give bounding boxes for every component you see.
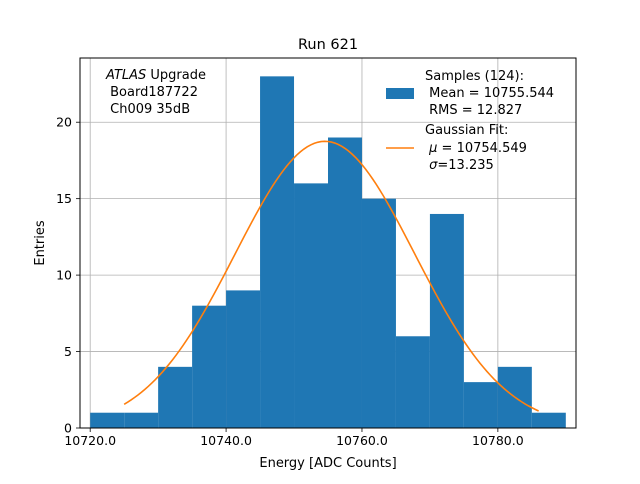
y-axis-label: Entries: [33, 220, 48, 266]
y-tick-label: 5: [64, 344, 72, 359]
x-tick-label: 10760.0: [336, 433, 388, 448]
atlas-annotation: ATLAS Upgrade Board187722 Ch009 35dB: [105, 68, 206, 117]
histogram-bar: [90, 412, 125, 428]
svg-text:μ = 10754.549: μ = 10754.549: [425, 141, 527, 156]
histogram-bar: [294, 183, 328, 428]
legend-samples-rms: RMS = 12.827: [425, 103, 522, 118]
x-axis-ticks: 10720.0 10740.0 10760.0 10780.0: [64, 428, 524, 448]
svg-text:σ=13.235: σ=13.235: [425, 158, 494, 173]
legend-fit-sigma-value: =13.235: [437, 158, 493, 173]
upgrade-label: Upgrade: [146, 68, 206, 83]
chart-title: Run 621: [298, 37, 358, 53]
histogram-bar: [361, 198, 396, 428]
atlas-label: ATLAS: [105, 68, 146, 83]
legend-fit-sigma-symbol: σ: [429, 158, 438, 173]
plot-frame: [79, 57, 577, 429]
histogram-bar: [328, 137, 362, 428]
y-tick-label: 0: [64, 421, 72, 436]
legend: Samples (124): Mean = 10755.544 RMS = 12…: [386, 69, 554, 173]
histogram-bar: [395, 336, 430, 428]
histogram-bar: [226, 290, 261, 428]
y-tick-label: 10: [56, 268, 72, 283]
x-tick-label: 10740.0: [200, 433, 252, 448]
histogram-bar: [429, 213, 464, 428]
legend-fit-title: Gaussian Fit:: [425, 123, 508, 138]
histogram-bar: [192, 305, 227, 428]
legend-fit-mu-symbol: μ: [428, 141, 437, 156]
histogram-bar: [531, 412, 566, 428]
x-tick-label: 10780.0: [472, 433, 524, 448]
histogram-bars: [90, 76, 566, 428]
legend-fit-mu-value: = 10754.549: [437, 141, 526, 156]
y-axis-ticks: 0 5 10 15 20: [56, 115, 80, 436]
gaussian-fit-curve: [123, 140, 539, 412]
legend-histogram-swatch: [386, 88, 414, 99]
board-label: Board187722: [106, 85, 198, 100]
legend-samples-mean: Mean = 10755.544: [425, 86, 554, 101]
x-tick-label: 10720.0: [64, 433, 116, 448]
histogram-bar: [463, 382, 498, 428]
svg-text:ATLAS Upgrade: ATLAS Upgrade: [105, 68, 206, 83]
x-axis-label: Energy [ADC Counts]: [259, 456, 396, 471]
histogram-bar: [260, 76, 295, 428]
histogram-bar: [124, 412, 159, 428]
histogram-bar: [158, 366, 193, 428]
y-tick-label: 15: [56, 191, 72, 206]
channel-label: Ch009 35dB: [106, 102, 190, 117]
y-tick-label: 20: [56, 115, 72, 130]
legend-samples-title: Samples (124):: [425, 69, 524, 84]
